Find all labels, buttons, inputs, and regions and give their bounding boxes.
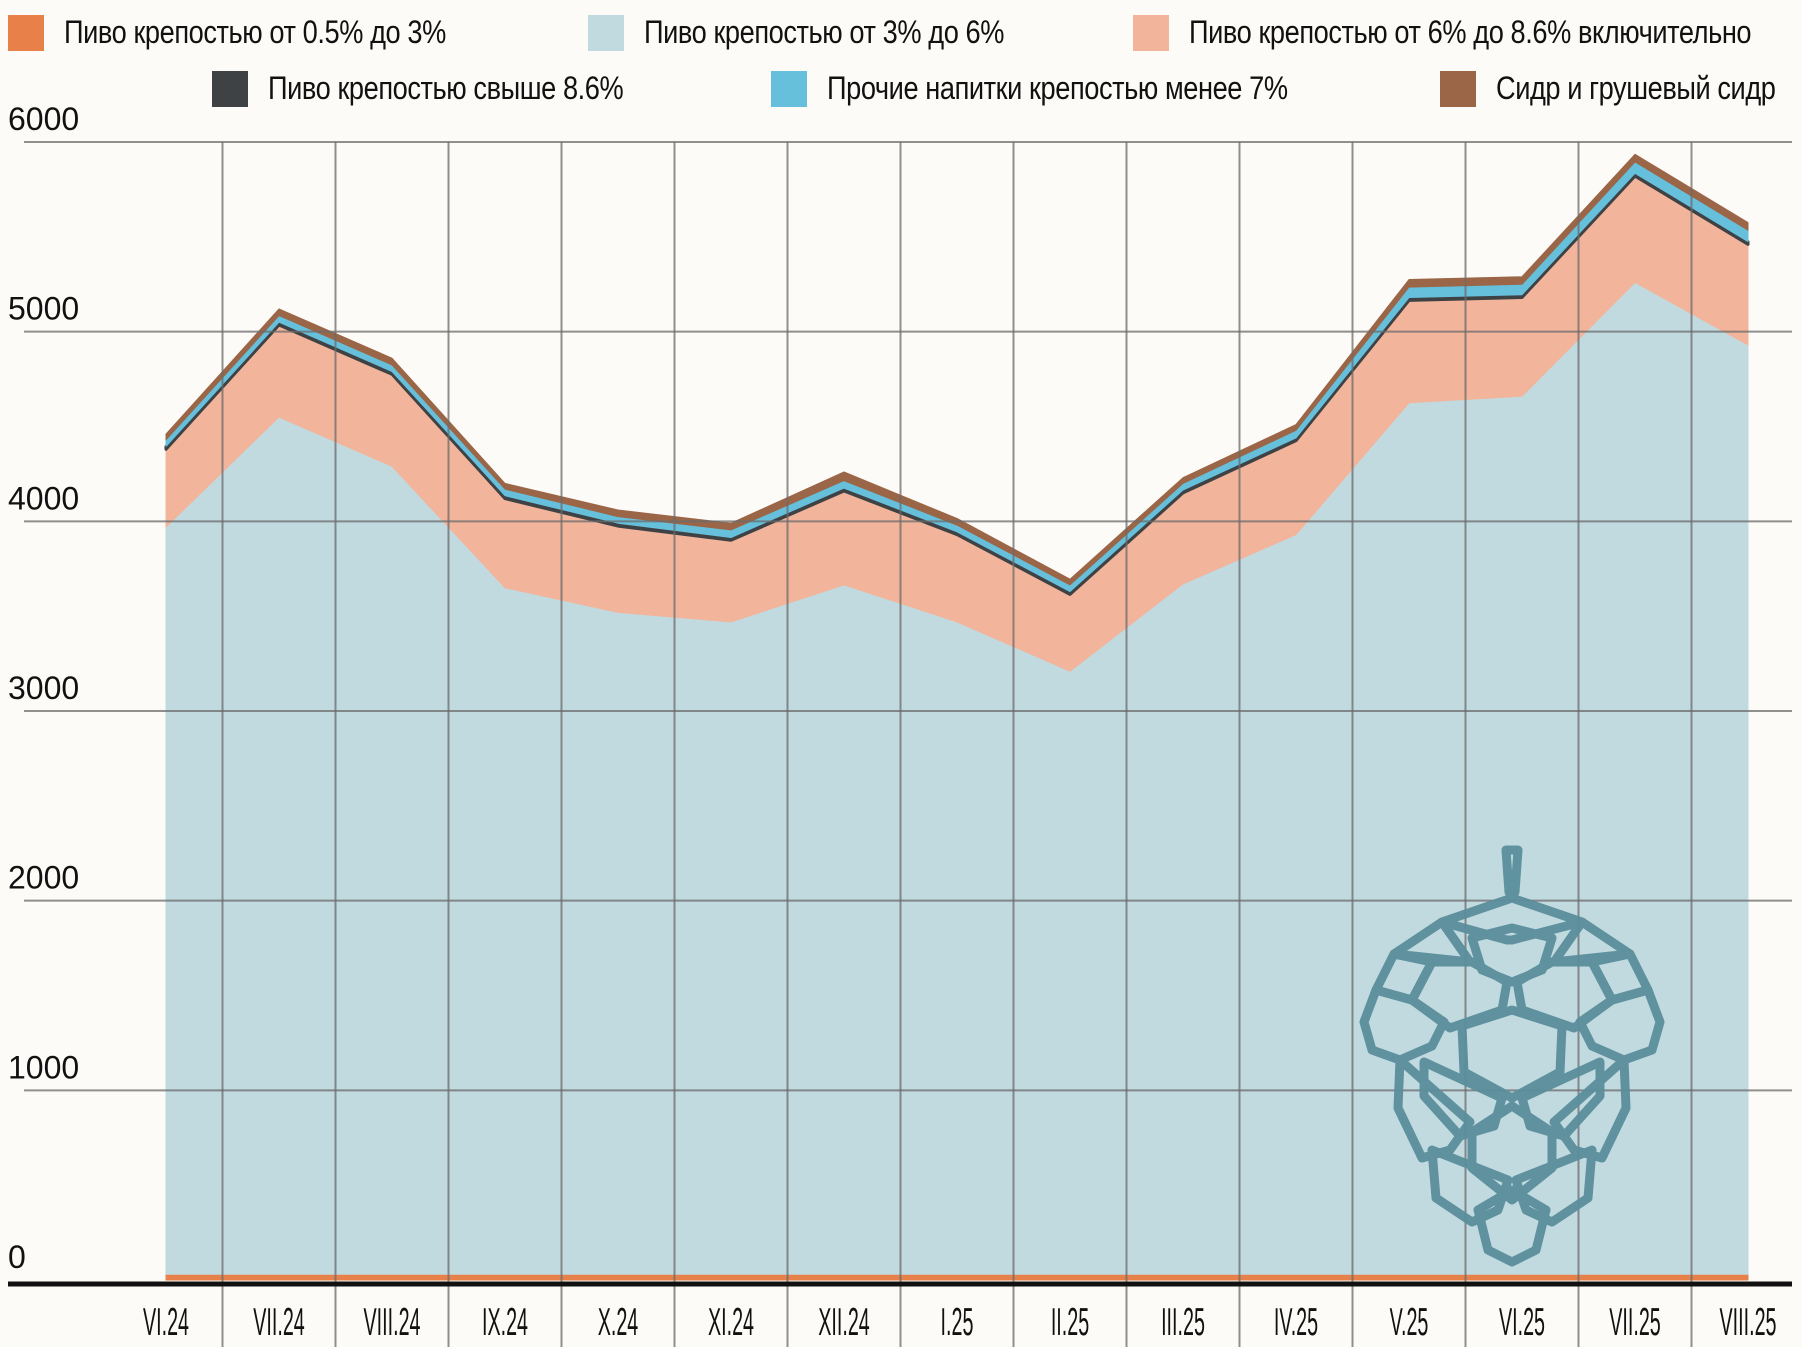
y-tick-label: 4000 — [8, 480, 79, 516]
legend-item-beer-3-6: Пиво крепостью от 3% до 6% — [588, 14, 1068, 51]
area-series-5 — [165, 153, 1749, 586]
legend-label: Пиво крепостью от 0.5% до 3% — [64, 14, 446, 50]
legend-label: Пиво крепостью от 6% до 8.6% включительн… — [1189, 14, 1752, 50]
legend-item-beer-6-8.6: Пиво крепостью от 6% до 8.6% включительн… — [1133, 14, 1802, 51]
legend-swatch — [1440, 70, 1476, 107]
hop-cone-scale — [1437, 893, 1587, 945]
x-tick-label: VIII.25 — [1720, 1300, 1777, 1344]
area-series-0 — [165, 1273, 1749, 1281]
hop-cone-scale — [1359, 985, 1449, 1065]
y-tick-label: 6000 — [8, 101, 79, 137]
legend-label: Сидр и грушевый сидр — [1496, 70, 1776, 106]
y-tick-label: 0 — [8, 1239, 26, 1275]
legend-label: Пиво крепостью свыше 8.6% — [268, 70, 624, 106]
y-tick-label: 3000 — [8, 670, 79, 706]
legend-swatch — [1133, 14, 1169, 51]
x-tick-label: VI.25 — [1499, 1300, 1545, 1344]
x-tick-labels: VI.24 VII.24 VIII.24 IX.24 X.24 XI.24 XII.24 I.… — [143, 1300, 1777, 1344]
legend-item-other-drinks: Прочие напитки крепостью менее 7% — [771, 70, 1369, 107]
legend-swatch — [212, 70, 248, 107]
x-tick-label: X.24 — [598, 1300, 639, 1344]
y-tick-label: 5000 — [8, 291, 79, 327]
y-tick-labels: 0 1000 2000 3000 4000 5000 6000 — [8, 101, 79, 1275]
x-tick-label: I.25 — [941, 1300, 974, 1344]
hop-cone-scale — [1457, 1005, 1567, 1103]
hop-cone-scale — [1575, 985, 1665, 1065]
x-tick-label: IX.24 — [482, 1300, 528, 1344]
x-tick-label: VIII.24 — [364, 1300, 421, 1344]
x-tick-label: II.25 — [1051, 1300, 1089, 1344]
legend-label: Прочие напитки крепостью менее 7% — [827, 70, 1288, 106]
y-tick-label: 1000 — [8, 1049, 79, 1085]
x-tick-label: XI.24 — [708, 1300, 754, 1344]
x-tick-label: XII.24 — [818, 1300, 870, 1344]
hop-cone-scale — [1473, 1185, 1551, 1267]
legend-swatch — [8, 14, 44, 51]
legend-item-beer-0.5-3: Пиво крепостью от 0.5% до 3% — [8, 14, 513, 51]
legend-item-cider: Сидр и грушевый сидр — [1440, 70, 1802, 107]
legend-swatch — [771, 70, 807, 107]
gridlines — [24, 141, 1792, 1347]
legend-item-beer-over-8.6: Пиво крепостью свыше 8.6% — [212, 70, 686, 107]
x-tick-label: IV.25 — [1274, 1300, 1318, 1344]
x-tick-label: VI.24 — [143, 1300, 189, 1344]
hop-cone-icon — [1359, 845, 1665, 1267]
legend-row-2: Пиво крепостью свыше 8.6% Прочие напитки… — [0, 70, 1802, 118]
y-tick-label: 2000 — [8, 860, 79, 896]
legend-row-1: Пиво крепостью от 0.5% до 3% Пиво крепос… — [0, 14, 1802, 62]
hop-cone-scale — [1511, 1145, 1597, 1227]
legend-label: Пиво крепостью от 3% до 6% — [644, 14, 1005, 50]
legend-swatch — [588, 14, 624, 51]
x-tick-label: V.25 — [1390, 1300, 1429, 1344]
x-tick-label: III.25 — [1161, 1300, 1205, 1344]
x-tick-label: VII.24 — [253, 1300, 305, 1344]
hop-cone-scale — [1427, 1145, 1513, 1227]
x-tick-label: VII.25 — [1609, 1300, 1661, 1344]
